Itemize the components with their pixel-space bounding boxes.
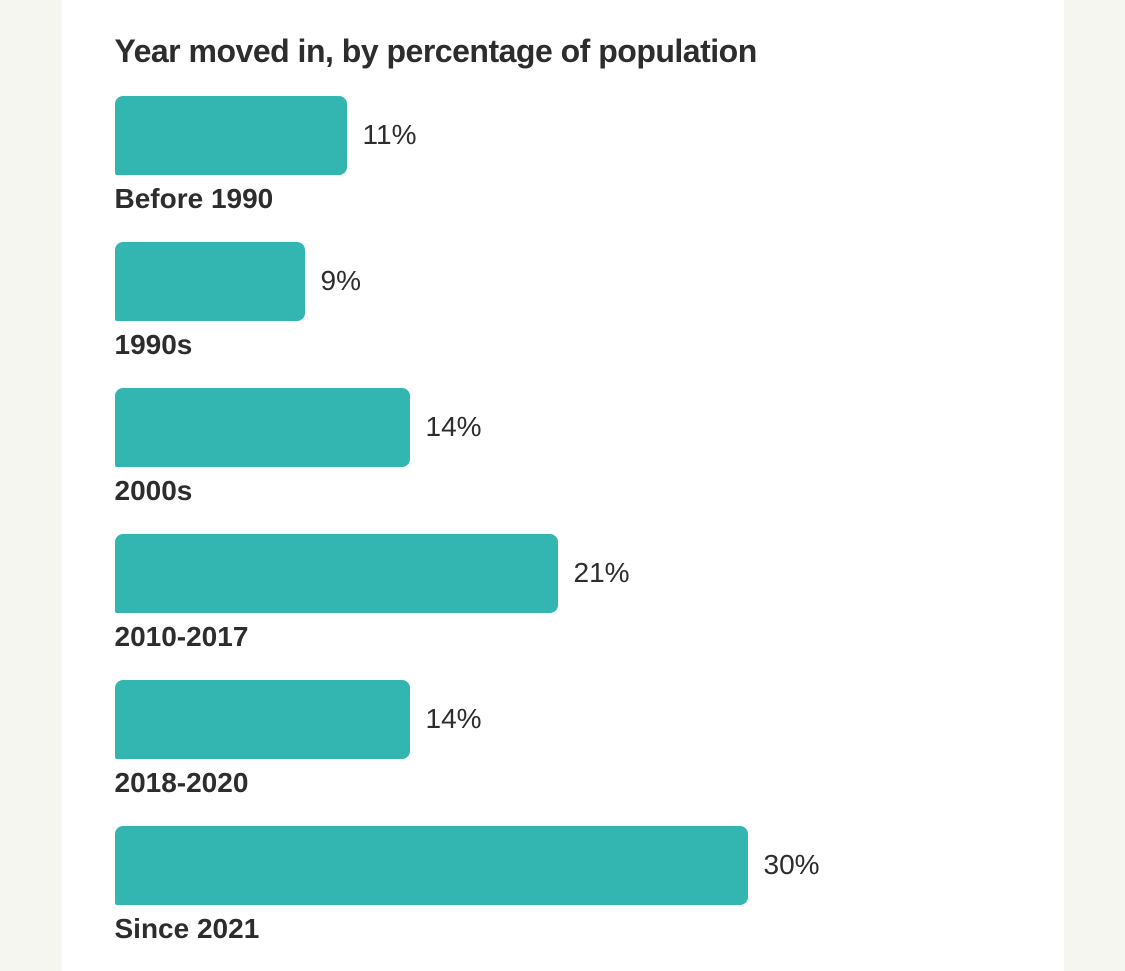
bar-track: 14%: [114, 679, 1064, 759]
bar-value-label: 30%: [763, 849, 820, 881]
bar-value-label: 14%: [425, 411, 482, 443]
bar: [114, 679, 410, 759]
chart-row: 14% 2000s: [114, 387, 1064, 506]
bar-value-label: 11%: [362, 119, 417, 151]
bar-chart: 11% Before 1990 9% 1990s 14% 2000s 21% 2…: [114, 95, 1064, 944]
bar-value-label: 21%: [573, 557, 630, 589]
chart-row: 9% 1990s: [114, 241, 1064, 360]
bar-track: 14%: [114, 387, 1064, 467]
chart-title: Year moved in, by percentage of populati…: [114, 33, 758, 69]
chart-row: 21% 2010-2017: [114, 533, 1064, 652]
bar: [114, 387, 410, 467]
bar-category-label: 1990s: [114, 328, 193, 360]
bar-track: 11%: [114, 95, 1064, 175]
chart-row: 11% Before 1990: [114, 95, 1064, 214]
chart-row: 14% 2018-2020: [114, 679, 1064, 798]
bar-category-label: 2010-2017: [114, 620, 249, 652]
bar-value-label: 14%: [425, 703, 482, 735]
bar: [114, 241, 305, 321]
bar-track: 9%: [114, 241, 1064, 321]
bar-category-label: 2000s: [114, 474, 193, 506]
bar-track: 21%: [114, 533, 1064, 613]
bar: [114, 95, 347, 175]
bar: [114, 825, 748, 905]
bar-value-label: 9%: [320, 265, 361, 297]
bar: [114, 533, 558, 613]
chart-card: Year moved in, by percentage of populati…: [61, 0, 1064, 971]
bar-category-label: Since 2021: [114, 912, 260, 944]
bar-category-label: 2018-2020: [114, 766, 249, 798]
bar-track: 30%: [114, 825, 1064, 905]
bar-category-label: Before 1990: [114, 182, 274, 214]
chart-row: 30% Since 2021: [114, 825, 1064, 944]
